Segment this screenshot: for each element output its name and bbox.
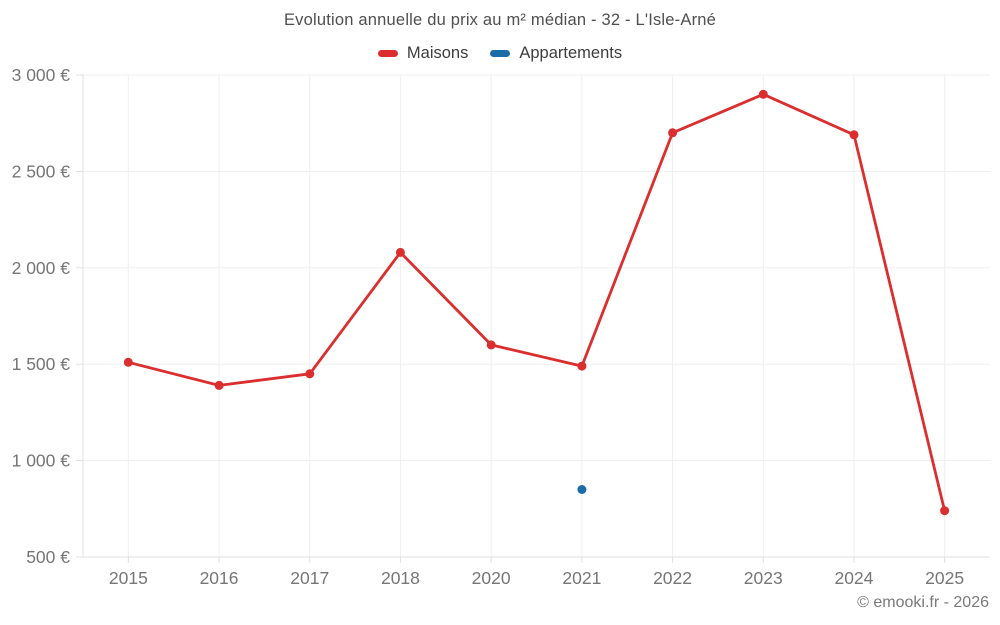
legend-swatch-appartements-icon xyxy=(490,50,511,57)
x-axis-label: 2021 xyxy=(562,568,601,588)
copyright-attribution: © emooki.fr - 2026 xyxy=(857,594,989,611)
x-axis-label: 2025 xyxy=(925,568,964,588)
x-axis-label: 2018 xyxy=(381,568,420,588)
legend-swatch-maisons-icon xyxy=(377,50,398,57)
legend-item-appartements[interactable]: Appartements xyxy=(490,44,622,63)
y-axis-label: 1 000 € xyxy=(12,451,71,471)
data-point-maisons-2015[interactable] xyxy=(123,357,133,367)
x-axis-label: 2016 xyxy=(200,568,239,588)
data-point-maisons-2023[interactable] xyxy=(758,89,768,99)
legend-label-appartements: Appartements xyxy=(519,44,623,62)
series-line-maisons xyxy=(126,92,946,513)
y-axis-label: 500 € xyxy=(26,547,70,567)
x-axis-label: 2024 xyxy=(834,568,873,588)
data-point-maisons-2025[interactable] xyxy=(940,506,950,516)
x-axis-label: 2023 xyxy=(744,568,783,588)
y-axis-label: 2 500 € xyxy=(12,161,71,181)
x-axis-label: 2015 xyxy=(109,568,148,588)
x-axis-label: 2020 xyxy=(472,568,511,588)
data-point-appartements-2021[interactable] xyxy=(577,485,587,494)
y-axis-label: 2 000 € xyxy=(12,258,71,278)
data-point-maisons-2020[interactable] xyxy=(486,340,496,350)
legend-item-maisons[interactable]: Maisons xyxy=(377,44,469,63)
data-point-maisons-2016[interactable] xyxy=(214,380,224,390)
data-point-maisons-2018[interactable] xyxy=(395,247,405,257)
data-point-maisons-2024[interactable] xyxy=(849,130,859,140)
legend-label-maisons: Maisons xyxy=(406,44,469,62)
data-point-maisons-2021[interactable] xyxy=(577,361,587,371)
data-point-maisons-2017[interactable] xyxy=(305,369,315,379)
x-axis-label: 2022 xyxy=(653,568,692,588)
x-axis-label: 2017 xyxy=(290,568,329,588)
chart-title: Evolution annuelle du prix au m² médian … xyxy=(283,11,717,29)
data-point-maisons-2022[interactable] xyxy=(668,128,678,138)
y-axis-label: 3 000 € xyxy=(12,65,71,85)
y-axis-label: 1 500 € xyxy=(12,354,71,374)
legend: Maisons Appartements xyxy=(0,44,1000,63)
